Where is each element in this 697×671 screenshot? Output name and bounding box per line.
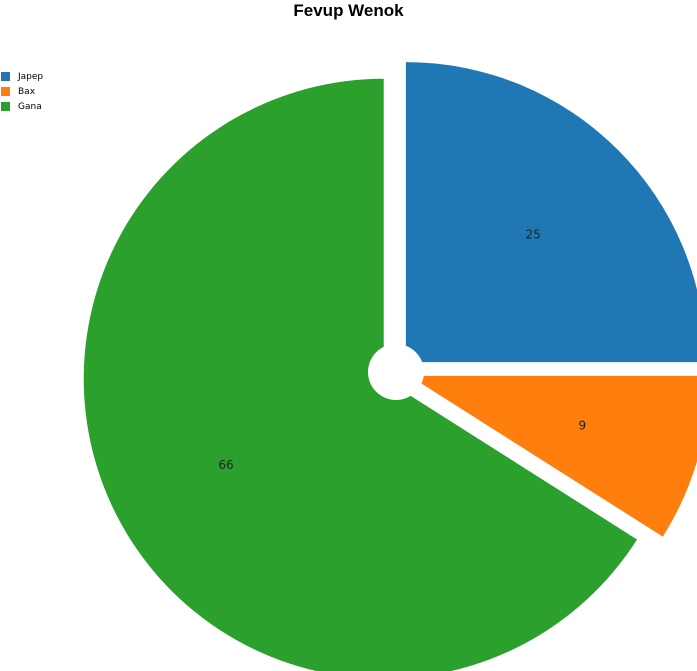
slice-value-label-bax: 9 [578, 419, 586, 433]
legend-swatch-japep [1, 72, 10, 81]
legend-swatch-gana [1, 102, 10, 111]
pie-slice-japep [405, 62, 697, 363]
legend-label-japep: Japep [18, 71, 44, 82]
legend-label-bax: Bax [18, 86, 36, 97]
pie-slice-bax [409, 375, 697, 537]
legend: Japep Bax Gana [0, 69, 43, 114]
pie-center-hole [368, 344, 424, 400]
pie-slice-gana [83, 78, 638, 671]
slice-value-label-gana: 66 [218, 458, 233, 472]
legend-swatch-bax [1, 87, 10, 96]
slice-value-label-japep: 25 [526, 227, 541, 241]
legend-item-bax: Bax [0, 84, 43, 99]
legend-item-japep: Japep [0, 69, 43, 84]
legend-label-gana: Gana [18, 101, 42, 112]
chart-title: Fevup Wenok [293, 1, 404, 20]
legend-item-gana: Gana [0, 99, 43, 114]
